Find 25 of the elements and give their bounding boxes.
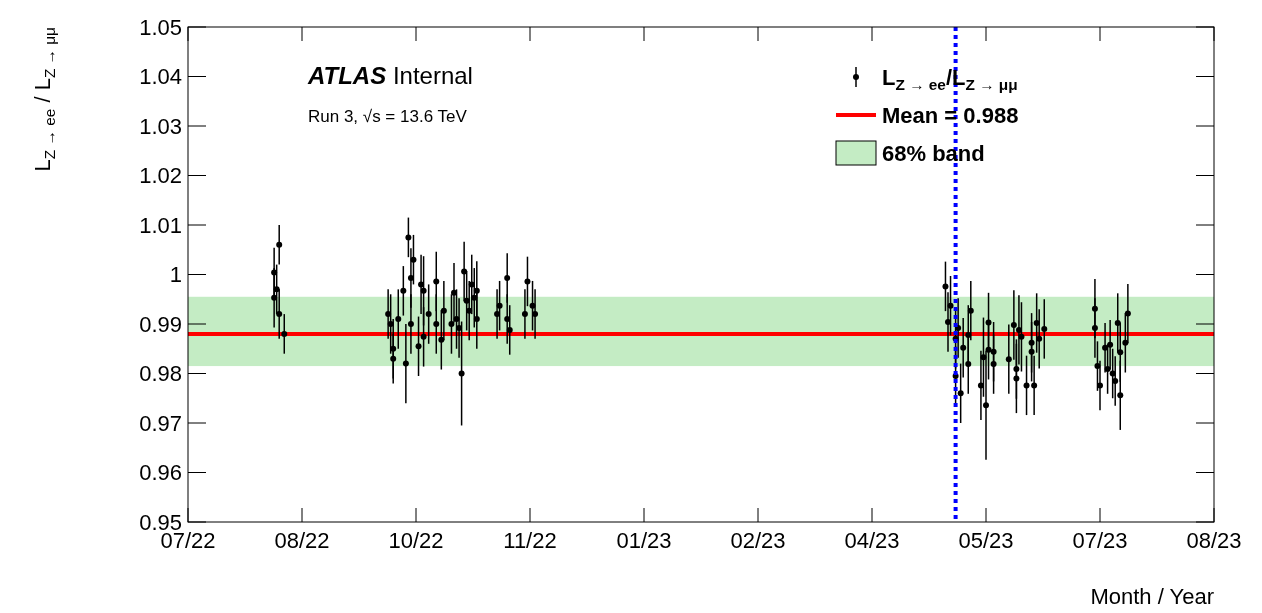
x-axis-title: Month / Year	[1090, 584, 1214, 609]
x-tick-label: 04/23	[844, 528, 900, 553]
annotation: Run 3, √s = 13.6 TeV	[308, 107, 468, 126]
y-tick-label: 1.03	[139, 113, 182, 139]
y-tick-label: 0.96	[139, 460, 182, 486]
y-tick-label: 1	[169, 262, 182, 288]
x-tick-label: 02/23	[730, 528, 786, 553]
x-tick-label: 01/23	[616, 528, 672, 553]
x-tick-label: 05/23	[958, 528, 1014, 553]
x-tick-label: 11/22	[503, 528, 557, 553]
y-tick-label: 1.02	[139, 163, 182, 189]
y-tick-label: 1.05	[139, 14, 182, 40]
annotation: ATLAS Internal	[307, 62, 473, 89]
legend-label: 68% band	[882, 140, 985, 166]
legend-label: L$_{Z → ee}$/L$_{Z → μμ}$	[882, 64, 1018, 93]
y-tick-label: 1.01	[139, 212, 182, 238]
y-tick-label: 0.98	[139, 361, 182, 387]
legend-label: Mean = 0.988	[882, 102, 1019, 128]
x-tick-label: 08/23	[1186, 528, 1242, 553]
y-tick-label: 0.99	[139, 311, 182, 337]
y-tick-label: 1.04	[139, 64, 182, 90]
x-tick-label: 10/22	[388, 528, 444, 553]
x-tick-label: 07/23	[1072, 528, 1128, 553]
y-tick-label: 0.97	[139, 410, 182, 436]
x-tick-label: 08/22	[274, 528, 330, 553]
